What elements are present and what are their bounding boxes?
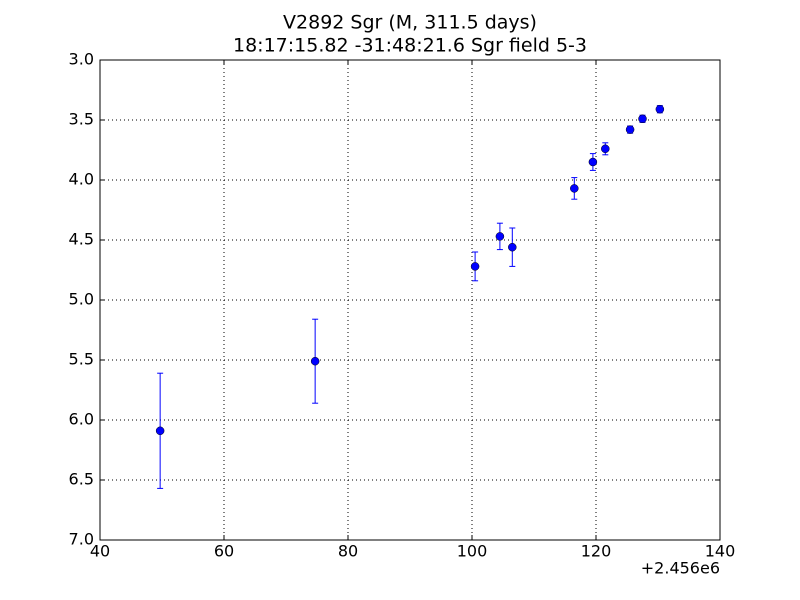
plot-frame <box>99 59 721 541</box>
y-tick-label: 4.0 <box>69 170 94 189</box>
y-tick-label: 6.0 <box>69 410 94 429</box>
y-tick-label: 5.0 <box>69 290 94 309</box>
point <box>495 232 505 241</box>
y-tick-label: 4.5 <box>69 230 94 249</box>
point <box>625 125 635 134</box>
y-tick-label: 6.5 <box>69 470 94 489</box>
y-tick-label: 3.5 <box>69 110 94 129</box>
x-tick-label: 120 <box>581 542 612 561</box>
point <box>470 262 480 271</box>
chart-title: V2892 Sgr (M, 311.5 days) <box>283 12 537 34</box>
chart-subtitle: 18:17:15.82 -31:48:21.6 Sgr field 5-3 <box>233 35 587 57</box>
x-tick-label: 40 <box>90 542 110 561</box>
y-tick-label: 7.0 <box>69 530 94 549</box>
point <box>601 144 610 154</box>
y-tick-label: 3.0 <box>69 50 94 69</box>
point <box>508 242 517 252</box>
point <box>310 356 320 366</box>
point <box>655 104 665 114</box>
point <box>588 157 598 167</box>
x-tick-label: 60 <box>214 542 234 561</box>
x-tick-label: 100 <box>457 542 488 561</box>
y-tick-label: 5.5 <box>69 350 94 369</box>
point <box>155 426 165 436</box>
x-tick-label: 140 <box>705 542 736 561</box>
point <box>570 184 579 193</box>
x-tick-label: 80 <box>338 542 358 561</box>
x-offset-label: +2.456e6 <box>641 559 720 578</box>
point <box>638 114 647 124</box>
